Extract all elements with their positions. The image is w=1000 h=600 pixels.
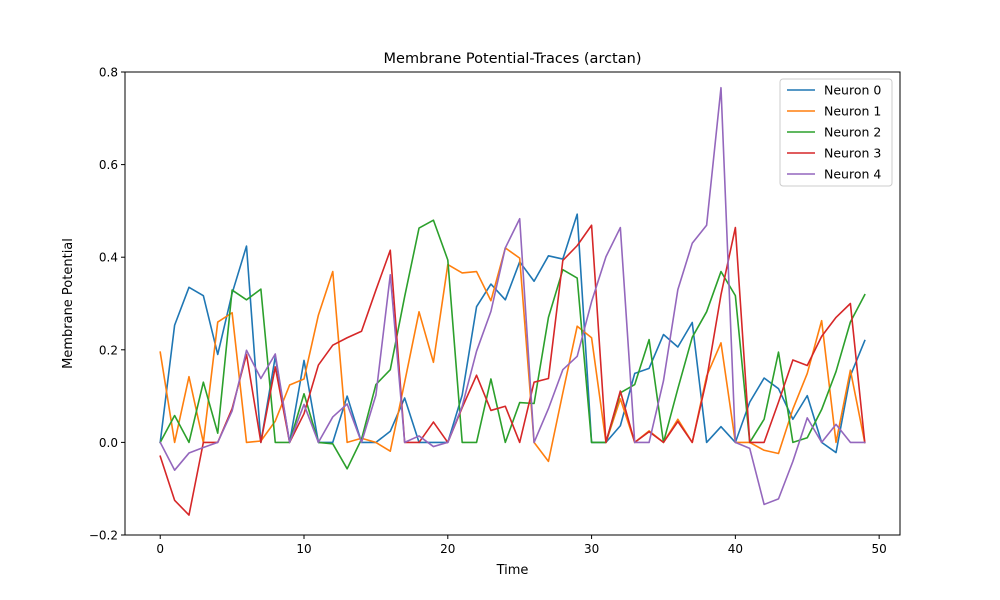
plot-frame (124, 71, 901, 536)
y-axis-ticks: −0.2 0.0 0.2 0.4 0.6 0.8 (89, 66, 125, 543)
legend-label-neuron-0: Neuron 0 (824, 83, 881, 98)
y-tick-label: 0.6 (99, 158, 118, 172)
legend-box (779, 78, 893, 187)
chart-title: Membrane Potential-Traces (arctan) (384, 51, 642, 67)
x-tick-label: 20 (440, 542, 455, 556)
x-axis-ticks: 0 10 20 30 40 50 (156, 535, 887, 556)
y-tick-label: 0.8 (99, 66, 118, 80)
x-tick-label: 30 (584, 542, 599, 556)
legend-label-neuron-1: Neuron 1 (824, 104, 881, 119)
series-line-neuron-4 (159, 86, 866, 506)
plot-lines (159, 86, 866, 516)
y-tick-label: 0.4 (99, 251, 118, 265)
legend-label-neuron-3: Neuron 3 (824, 146, 881, 161)
legend-label-neuron-2: Neuron 2 (824, 125, 881, 140)
legend: Neuron 0 Neuron 1 Neuron 2 Neuron 3 Neuron 4 (779, 78, 893, 187)
series-line-neuron-3 (159, 224, 866, 516)
y-tick-label: −0.2 (89, 529, 118, 543)
y-tick-label: 0.0 (99, 436, 118, 450)
x-tick-label: 0 (156, 542, 164, 556)
x-tick-label: 50 (872, 542, 887, 556)
legend-label-neuron-4: Neuron 4 (824, 167, 881, 182)
y-tick-label: 0.2 (99, 343, 118, 357)
x-tick-label: 40 (728, 542, 743, 556)
y-axis-label: Membrane Potential (61, 238, 76, 369)
x-tick-label: 10 (296, 542, 311, 556)
series-line-neuron-1 (159, 247, 866, 463)
x-axis-label: Time (496, 563, 529, 578)
